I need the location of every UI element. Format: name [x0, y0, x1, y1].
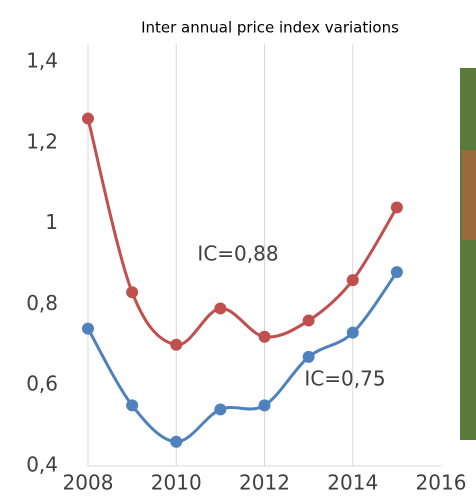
point: [346, 274, 359, 287]
x-tick-label: 2016: [416, 471, 467, 495]
chart-title: Inter annual price index variations: [141, 19, 399, 37]
point: [82, 322, 94, 335]
y-tick-label: 0,8: [26, 291, 58, 315]
y-tick-label: 1,2: [26, 129, 58, 153]
point: [126, 399, 139, 412]
x-tick-label: 2014: [327, 471, 378, 495]
point: [170, 435, 183, 448]
point: [258, 399, 271, 412]
point: [126, 286, 139, 299]
annotation: IC=0,75: [304, 367, 385, 391]
x-tick-label: 2012: [239, 471, 290, 495]
point: [390, 201, 403, 214]
y-tick-label: 1: [45, 210, 58, 234]
photo: [460, 68, 476, 440]
annotation: IC=0,88: [197, 242, 278, 266]
line: [86, 118, 399, 347]
point: [170, 338, 183, 351]
y-tick-label: 0,4: [26, 453, 58, 477]
point: [390, 266, 403, 279]
point: [258, 330, 271, 343]
point: [214, 302, 227, 315]
point: [214, 403, 227, 416]
point: [82, 112, 94, 125]
x-tick-label: 2008: [63, 471, 114, 495]
point: [302, 350, 315, 363]
x-tick-label: 2010: [151, 471, 202, 495]
y-tick-label: 1,4: [26, 49, 58, 73]
point: [302, 314, 315, 327]
point: [346, 326, 359, 339]
photo-detail: [462, 150, 476, 240]
y-tick-label: 0,6: [26, 372, 58, 396]
